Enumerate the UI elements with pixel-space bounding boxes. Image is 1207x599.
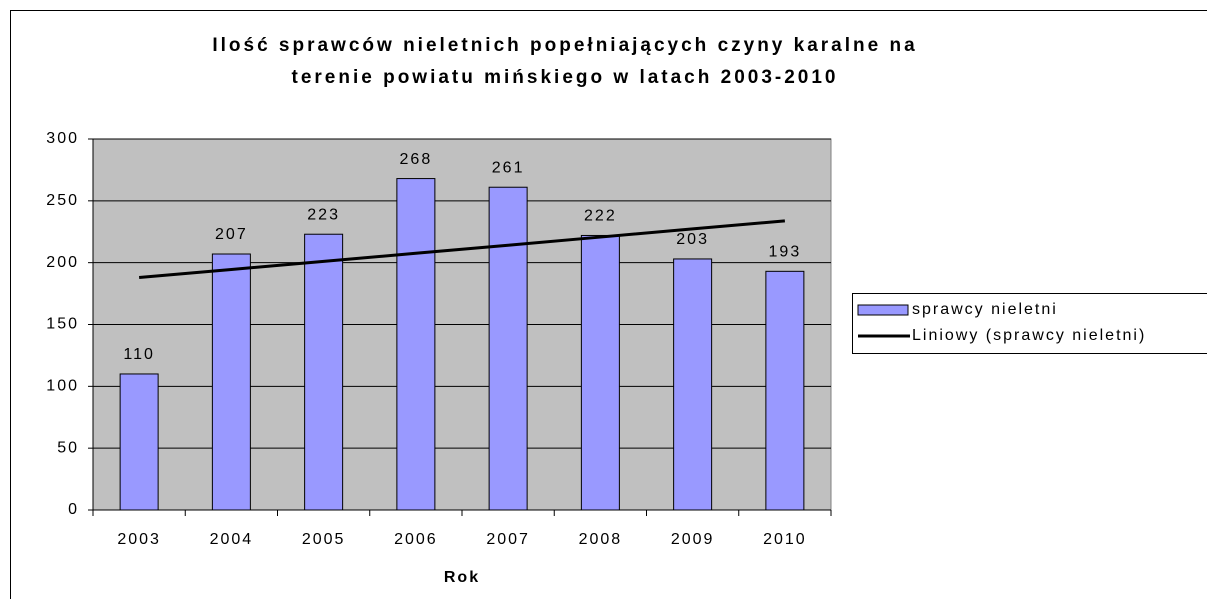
chart-title: terenie powiatu mińskiego w latach 2003-…: [292, 67, 839, 88]
y-tick-label: 300: [46, 130, 79, 147]
legend-swatch: [857, 304, 909, 316]
y-tick-label: 150: [46, 316, 79, 333]
x-tick-label: 2004: [210, 531, 254, 548]
x-tick-label: 2006: [394, 531, 438, 548]
bar: [673, 258, 713, 511]
y-tick-label: 200: [46, 254, 79, 271]
data-label: 223: [307, 206, 340, 223]
data-label: 203: [676, 231, 709, 248]
bar: [304, 233, 344, 511]
data-label: 222: [584, 208, 617, 225]
data-label: 110: [123, 346, 155, 363]
legend-box: [852, 293, 1207, 354]
bar: [396, 178, 436, 511]
x-tick-label: 2009: [671, 531, 715, 548]
y-tick-label: 0: [68, 501, 79, 518]
data-label: 193: [769, 244, 802, 261]
bar: [488, 186, 528, 511]
data-label: 268: [400, 151, 433, 168]
y-tick-label: 250: [46, 192, 79, 209]
chart-title: Ilość sprawców nieletnich popełniających…: [212, 35, 917, 56]
x-tick-label: 2005: [302, 531, 346, 548]
bar: [211, 253, 251, 511]
y-tick-label: 100: [46, 378, 79, 395]
trend-line: [138, 219, 786, 280]
x-tick-label: 2007: [486, 531, 530, 548]
bar: [765, 270, 805, 511]
x-tick-label: 2003: [117, 531, 161, 548]
bar: [119, 373, 159, 511]
legend-label: sprawcy nieletni: [912, 301, 1058, 318]
x-tick-label: 2010: [763, 531, 807, 548]
y-tick-label: 50: [57, 439, 79, 456]
bar: [580, 234, 620, 511]
data-label: 261: [492, 159, 525, 176]
data-label: 207: [215, 226, 248, 243]
x-axis-label: Rok: [444, 569, 480, 586]
legend-label: Liniowy (sprawcy nieletni): [912, 327, 1146, 344]
x-tick-label: 2008: [579, 531, 623, 548]
